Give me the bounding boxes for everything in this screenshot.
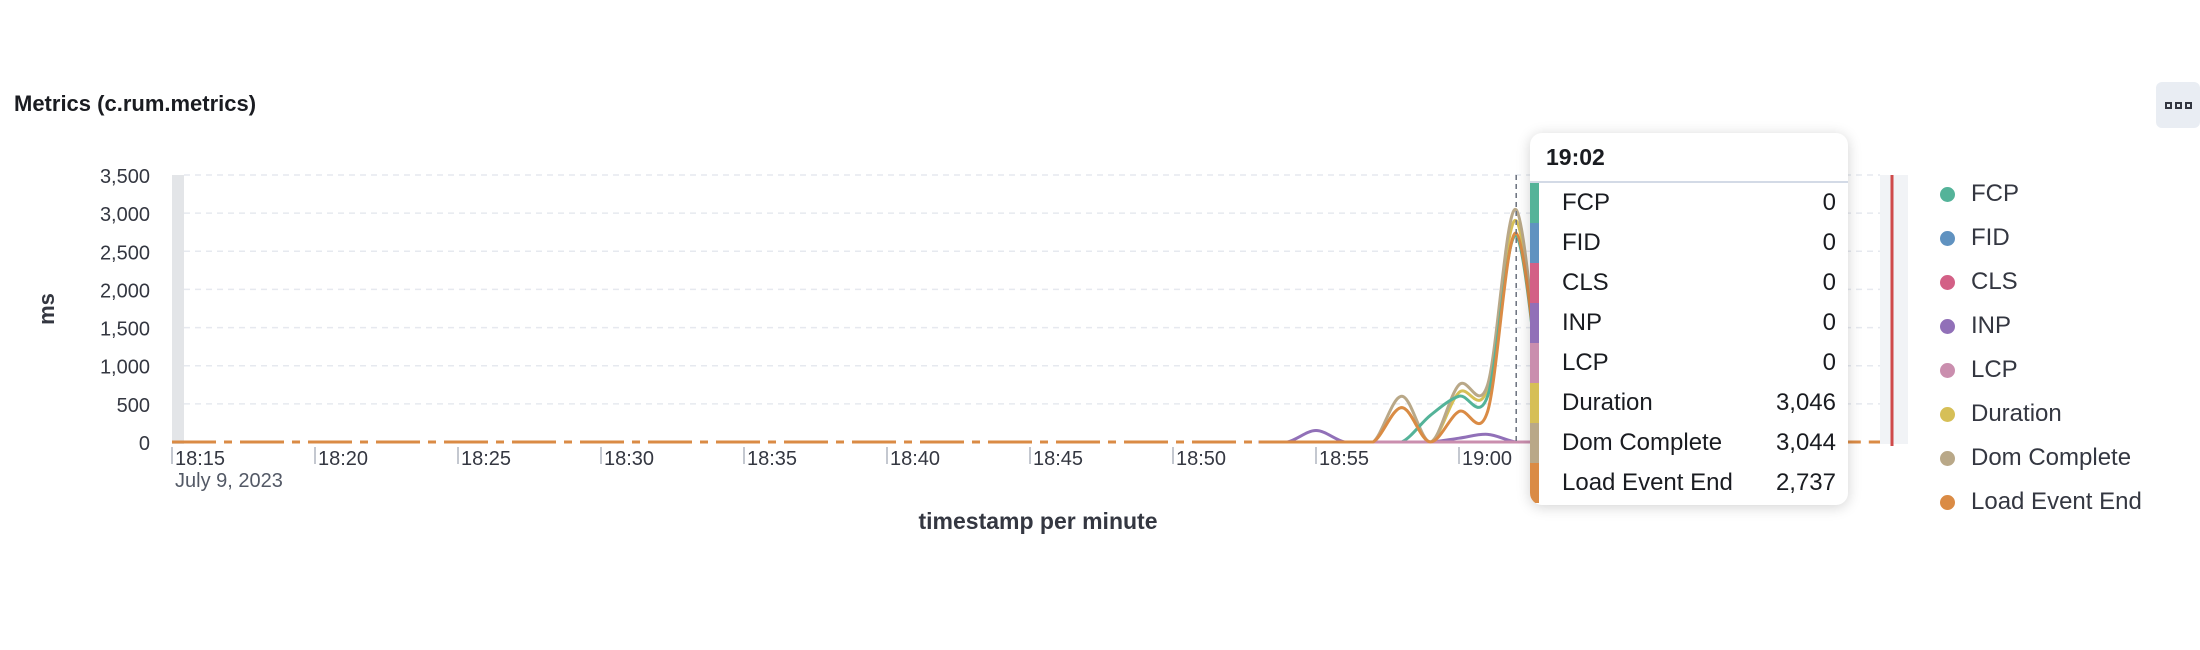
- legend-swatch: [1940, 274, 1955, 290]
- tooltip-row: LCP 0: [1530, 343, 1848, 383]
- tooltip-title: 19:02: [1530, 133, 1848, 183]
- x-date-label: July 9, 2023: [175, 470, 283, 492]
- x-tick-label: 18:25: [461, 448, 511, 470]
- plot-right-band: [1880, 175, 1908, 444]
- y-tick-label: 1,500: [100, 319, 150, 341]
- tooltip-row-value: 0: [1822, 309, 1836, 336]
- tooltip-swatch: [1530, 263, 1539, 303]
- chart-legend: FCP FID CLS INP LCP Duration Dom Complete Load …: [1940, 172, 2142, 524]
- tooltip-row-value: 3,046: [1775, 389, 1836, 416]
- tooltip-row-value: 2,737: [1775, 469, 1836, 496]
- tooltip-swatch: [1530, 383, 1539, 423]
- legend-label: CLS: [1971, 268, 2018, 295]
- tooltip-swatch: [1530, 183, 1539, 223]
- legend-label: LCP: [1971, 356, 2018, 383]
- x-tick-label: 18:35: [747, 448, 797, 470]
- plot-left-band: [172, 175, 184, 444]
- tooltip-row-value: 0: [1822, 189, 1836, 216]
- boxes-horizontal-icon-part: [2174, 101, 2182, 109]
- tooltip-row: Load Event End 2,737: [1530, 463, 1848, 503]
- legend-swatch: [1940, 318, 1955, 334]
- tooltip-swatch: [1530, 303, 1539, 343]
- tooltip-row: FCP 0: [1530, 183, 1848, 223]
- y-tick-label: 2,000: [100, 280, 150, 302]
- x-tick-label: 18:40: [890, 448, 940, 470]
- legend-label: INP: [1971, 312, 2012, 339]
- tooltip-row-label: FID: [1562, 229, 1601, 256]
- y-tick-label: 3,500: [100, 166, 150, 188]
- y-tick-label: 2,500: [100, 242, 150, 264]
- y-tick-label: 3,000: [100, 204, 150, 226]
- legend-label: Load Event End: [1971, 488, 2142, 515]
- y-tick-label: 1,000: [100, 357, 150, 379]
- x-tick-label: 19:00: [1462, 448, 1512, 470]
- legend-label: Dom Complete: [1971, 444, 2132, 471]
- x-tick-label: 18:15: [175, 448, 225, 470]
- boxes-horizontal-icon: [2164, 101, 2172, 109]
- tooltip-row-value: 0: [1822, 229, 1836, 256]
- x-tick-label: 18:55: [1319, 448, 1369, 470]
- x-tick-label: 18:50: [1176, 448, 1226, 470]
- legend-swatch: [1940, 406, 1955, 422]
- legend-label: FCP: [1971, 180, 2019, 207]
- tooltip-swatch: [1530, 463, 1539, 503]
- legend-label: Duration: [1971, 400, 2062, 427]
- tooltip-row-label: Duration: [1562, 389, 1653, 416]
- tooltip-row: CLS 0: [1530, 263, 1848, 303]
- legend-item[interactable]: INP: [1940, 304, 2142, 348]
- tooltip-row-value: 3,044: [1775, 429, 1836, 456]
- legend-swatch: [1940, 362, 1955, 378]
- panel-menu-button[interactable]: [2156, 82, 2200, 128]
- x-tick-label: 18:30: [604, 448, 654, 470]
- tooltip-swatch: [1530, 343, 1539, 383]
- tooltip-row-label: Dom Complete: [1562, 429, 1723, 456]
- x-axis-label: timestamp per minute: [919, 508, 1158, 534]
- tooltip-swatch: [1530, 423, 1539, 463]
- legend-swatch: [1940, 230, 1955, 246]
- legend-item[interactable]: Dom Complete: [1940, 436, 2142, 480]
- tooltip-row-label: LCP: [1562, 349, 1609, 376]
- legend-label: FID: [1971, 224, 2010, 251]
- series-line-load-event-end[interactable]: [1258, 231, 1547, 444]
- legend-item[interactable]: LCP: [1940, 348, 2142, 392]
- tooltip-row-label: Load Event End: [1562, 469, 1733, 496]
- legend-swatch: [1940, 186, 1955, 202]
- tooltip-row: Duration 3,046: [1530, 383, 1848, 423]
- x-tick-label: 18:45: [1033, 448, 1083, 470]
- boxes-horizontal-icon-part: [2184, 101, 2192, 109]
- legend-item[interactable]: CLS: [1940, 260, 2142, 304]
- legend-item[interactable]: FID: [1940, 216, 2142, 260]
- legend-item[interactable]: FCP: [1940, 172, 2142, 216]
- tooltip-swatch: [1530, 223, 1539, 263]
- y-axis-label: ms: [34, 293, 59, 325]
- tooltip-row-value: 0: [1822, 269, 1836, 296]
- tooltip-row-label: INP: [1562, 309, 1603, 336]
- y-tick-label: 500: [117, 395, 150, 417]
- legend-item[interactable]: Duration: [1940, 392, 2142, 436]
- tooltip-row-value: 0: [1822, 349, 1836, 376]
- tooltip-row: Dom Complete 3,044: [1530, 423, 1848, 463]
- series-line-fcp[interactable]: [1258, 234, 1547, 444]
- tooltip-row: FID 0: [1530, 223, 1848, 263]
- panel-title: Metrics (c.rum.metrics): [14, 91, 257, 116]
- chart-tooltip: 19:02 FCP 0 FID 0 CLS 0 INP 0 LCP 0 Duration 3,046 D…: [1530, 133, 1848, 505]
- tooltip-row-label: FCP: [1562, 189, 1610, 216]
- tooltip-row-label: CLS: [1562, 269, 1609, 296]
- y-tick-label: 0: [139, 433, 150, 455]
- legend-swatch: [1940, 450, 1955, 466]
- legend-swatch: [1940, 494, 1955, 510]
- series-line-inp[interactable]: [1258, 429, 1545, 444]
- tooltip-row: INP 0: [1530, 303, 1848, 343]
- x-tick-label: 18:20: [318, 448, 368, 470]
- legend-item[interactable]: Load Event End: [1940, 480, 2142, 524]
